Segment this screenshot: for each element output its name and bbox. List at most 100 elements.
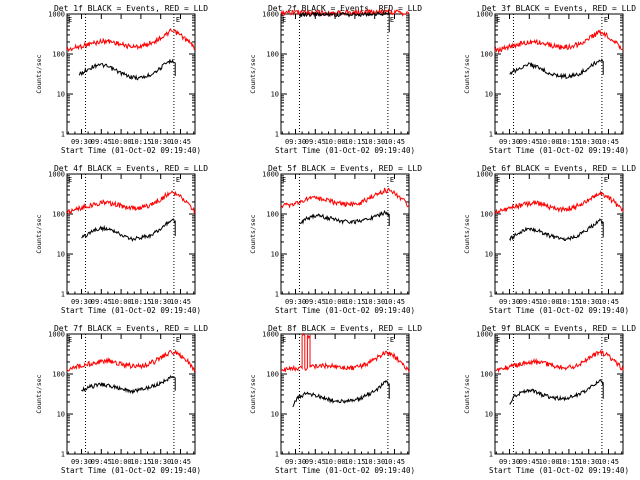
x-tick-label: 10:15 — [344, 298, 365, 306]
events-rate-series — [292, 379, 390, 408]
y-tick-label: 10 — [271, 411, 279, 419]
chart-title: Det 6f BLACK = Events, RED = LLD — [482, 164, 636, 173]
x-tick-label: 10:00 — [111, 138, 132, 146]
x-axis-label: Start Time (01-Oct-02 09:19:40) — [275, 146, 415, 155]
y-tick-label: 1 — [489, 451, 493, 459]
event-marker: E — [604, 336, 608, 344]
chart-title: Det 8f BLACK = Events, RED = LLD — [268, 324, 422, 333]
event-marker: E — [176, 16, 180, 24]
x-tick-label: 10:00 — [111, 458, 132, 466]
y-tick-label: 10 — [271, 251, 279, 259]
x-tick-label: 10:45 — [598, 298, 619, 306]
x-tick-label: 10:30 — [150, 458, 171, 466]
chart-title: Det 4f BLACK = Events, RED = LLD — [54, 164, 208, 173]
lld-rate-series — [494, 29, 624, 54]
x-axis-label: Start Time (01-Oct-02 09:19:40) — [61, 306, 201, 315]
x-tick-label: 10:45 — [170, 298, 191, 306]
events-rate-series — [81, 374, 176, 395]
y-tick-label: 10 — [57, 411, 65, 419]
x-tick-label: 10:45 — [598, 458, 619, 466]
x-axis-label: Start Time (01-Oct-02 09:19:40) — [275, 466, 415, 475]
y-tick-label: 1 — [61, 451, 65, 459]
lld-rate-series — [494, 349, 624, 374]
y-tick-label: 1000 — [476, 331, 493, 339]
x-tick-label: 09:45 — [91, 458, 112, 466]
x-tick-label: 09:45 — [91, 138, 112, 146]
x-tick-label: 09:30 — [285, 458, 306, 466]
y-tick-label: 100 — [480, 51, 493, 59]
y-axis-label: Counts/sec — [249, 214, 257, 253]
y-tick-label: 10 — [57, 251, 65, 259]
y-tick-label: 1000 — [48, 331, 65, 339]
x-tick-label: 10:15 — [344, 138, 365, 146]
plot-frame — [66, 173, 196, 295]
x-tick-label: 10:45 — [384, 458, 405, 466]
y-axis-label: Counts/sec — [249, 54, 257, 93]
x-tick-label: 10:45 — [384, 298, 405, 306]
x-tick-label: 10:30 — [364, 298, 385, 306]
lld-rate-series — [66, 349, 196, 373]
chart-panel: Det 7f BLACK = Events, RED = LLD 1 10 100 10… — [35, 324, 208, 475]
x-tick-label: 09:45 — [305, 458, 326, 466]
y-tick-label: 100 — [480, 371, 493, 379]
x-tick-label: 10:15 — [130, 458, 151, 466]
y-tick-label: 1000 — [262, 331, 279, 339]
x-tick-label: 10:00 — [325, 298, 346, 306]
x-tick-label: 10:15 — [130, 298, 151, 306]
event-marker: E — [496, 336, 500, 344]
chart-panel: Det 4f BLACK = Events, RED = LLD 1 10 100 10… — [35, 164, 208, 315]
x-tick-label: 10:30 — [578, 298, 599, 306]
lld-rate-series — [280, 187, 410, 209]
x-tick-label: 09:30 — [499, 138, 520, 146]
y-tick-label: 100 — [266, 51, 279, 59]
event-marker: E — [390, 16, 394, 24]
y-tick-label: 1000 — [48, 171, 65, 179]
x-tick-label: 10:15 — [344, 458, 365, 466]
y-axis-label: Counts/sec — [35, 374, 43, 413]
y-axis-label: Counts/sec — [35, 214, 43, 253]
x-axis-label: Start Time (01-Oct-02 09:19:40) — [489, 146, 629, 155]
x-axis-label: Start Time (01-Oct-02 09:19:40) — [61, 146, 201, 155]
x-tick-label: 10:30 — [364, 458, 385, 466]
x-tick-label: 10:00 — [539, 458, 560, 466]
event-marker: E — [176, 176, 180, 184]
lld-rate-series — [280, 332, 410, 373]
y-tick-label: 100 — [52, 51, 65, 59]
chart-panel: Det 1f BLACK = Events, RED = LLD 1 10 100 10… — [35, 4, 208, 155]
x-tick-label: 10:15 — [558, 458, 579, 466]
chart-title: Det 5f BLACK = Events, RED = LLD — [268, 164, 422, 173]
x-tick-label: 10:45 — [598, 138, 619, 146]
plot-frame — [280, 173, 410, 295]
y-tick-label: 1000 — [262, 171, 279, 179]
plot-frame — [494, 173, 624, 295]
x-tick-label: 10:00 — [539, 298, 560, 306]
plot-frame — [280, 333, 410, 455]
y-tick-label: 10 — [485, 411, 493, 419]
plot-frame — [66, 333, 196, 455]
event-marker: E — [282, 336, 286, 344]
chart-panel: Det 6f BLACK = Events, RED = LLD 1 10 100 10… — [463, 164, 636, 315]
x-tick-label: 09:45 — [305, 298, 326, 306]
x-tick-label: 10:15 — [558, 298, 579, 306]
x-tick-label: 10:00 — [325, 138, 346, 146]
y-tick-label: 100 — [266, 371, 279, 379]
y-axis-label: Counts/sec — [249, 374, 257, 413]
y-tick-label: 100 — [480, 211, 493, 219]
events-rate-series — [78, 58, 176, 81]
plot-frame — [494, 333, 624, 455]
x-tick-label: 10:45 — [170, 138, 191, 146]
chart-title: Det 3f BLACK = Events, RED = LLD — [482, 4, 636, 13]
y-axis-label: Counts/sec — [463, 54, 471, 93]
event-marker: E — [68, 16, 72, 24]
chart-title: Det 2f BLACK = Events, RED = LLD — [268, 4, 422, 13]
event-marker: E — [68, 336, 72, 344]
y-tick-label: 1 — [61, 131, 65, 139]
event-marker: E — [604, 176, 608, 184]
plot-frame — [280, 13, 410, 135]
y-tick-label: 1000 — [48, 11, 65, 19]
x-tick-label: 10:30 — [150, 138, 171, 146]
chart-panel: Det 8f BLACK = Events, RED = LLD 1 10 100 10… — [249, 324, 422, 475]
y-tick-label: 1 — [489, 291, 493, 299]
x-tick-label: 10:30 — [578, 138, 599, 146]
